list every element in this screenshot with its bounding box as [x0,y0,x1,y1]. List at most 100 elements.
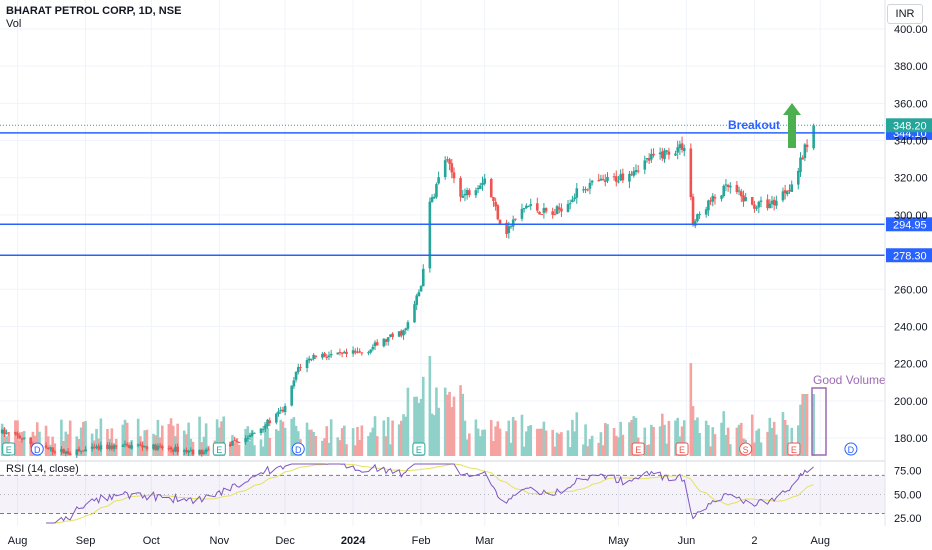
volume-bar [358,439,361,456]
volume-bar [757,428,761,456]
candle-body [253,432,256,434]
volume-bar [612,428,616,456]
good-volume-box [811,387,827,456]
volume-bar [3,427,6,456]
volume-bar [582,444,585,456]
volume-bar [753,442,756,456]
time-tick-label: Jun [678,535,696,547]
volume-bar [369,432,372,456]
volume-bar [768,417,772,456]
time-tick-label: May [608,535,629,547]
volume-bar [343,425,346,456]
candle-body [604,180,607,182]
volume-bar [373,416,377,456]
volume-bar [413,396,416,456]
candle-body [722,185,726,197]
volume-bar [465,439,469,456]
candle-body [125,444,129,446]
volume-bar [207,445,210,456]
candle-body [601,178,605,180]
volume-bar [667,420,671,456]
volume-bar [75,436,79,456]
candle-body [507,226,511,234]
candle-body [391,333,394,338]
candle-body [801,157,804,160]
candle-body [136,444,140,446]
candle-body [529,204,533,206]
candle-body [803,144,807,159]
candle-body [156,446,160,450]
candle-body [7,432,11,434]
candle-body [678,144,682,149]
volume-bar [781,412,785,456]
volume-bar [191,441,195,456]
candle-body [99,445,103,450]
level-tag-label: 294.95 [893,219,927,231]
volume-bar [66,434,70,456]
candle-body [95,446,98,448]
candle-body [619,174,622,181]
candle-body [233,440,236,442]
candle-body [676,147,679,153]
candle-body [527,206,530,208]
candle-body [448,159,451,164]
volume-bar [351,428,355,456]
candle-body [614,176,618,182]
volume-bar [448,391,451,456]
candle-body [261,429,265,431]
volume-bar [489,420,493,456]
candle-body [123,443,127,445]
candle-body [204,449,208,453]
candle-body [720,195,723,199]
volume-bar [538,428,541,456]
volume-bar [704,420,708,456]
candle-body [489,179,493,198]
candle-body [693,221,697,226]
volume-bar [198,416,201,456]
volume-bar [353,445,357,456]
candle-body [665,150,669,152]
rsi-tick-label: 25.00 [894,513,922,525]
candle-body [367,352,370,354]
volume-bar [584,424,587,456]
volume-bar [419,398,423,456]
volume-bar [505,431,508,456]
breakout-annotation: Breakout [728,118,780,132]
price-axis[interactable]: 400.00 380.00 360.00 340.00 320.00 300.00 260.… [884,0,928,526]
volume-bar [566,430,570,456]
candle-body [299,367,302,369]
volume-bar [750,414,754,456]
volume-bar [268,437,272,456]
volume-bar [494,426,497,456]
volume-bar [290,418,293,456]
candle-body [768,203,772,208]
good-volume-annotation: Good Volume [813,373,886,387]
time-tick-label: Mar [475,535,494,547]
volume-bar [520,414,524,456]
volume-bar [729,444,732,456]
volume-bar [658,426,662,456]
candle-body [770,200,774,204]
candle-body [329,353,333,356]
volume-bar [674,420,677,456]
candle-body [744,197,747,202]
candle-body [290,385,293,406]
candle-body [492,197,495,201]
candle-body [77,448,81,452]
candle-body [228,444,232,447]
candle-body [553,214,557,216]
rsi-band [0,475,885,514]
time-axis[interactable]: Aug Sep Oct Nov Dec 2024 Feb Mar May Jun 2 Aug [8,535,830,547]
candle-body [75,449,79,455]
volume-bar [187,422,190,456]
volume-bar [371,427,375,456]
currency-button[interactable]: INR [887,4,923,24]
volume-bar [321,440,324,456]
candle-body [568,203,572,205]
candle-body [139,444,142,446]
candle-body [174,447,177,452]
candle-body [340,352,344,354]
volume-bar [709,446,712,456]
candle-body [152,444,155,449]
